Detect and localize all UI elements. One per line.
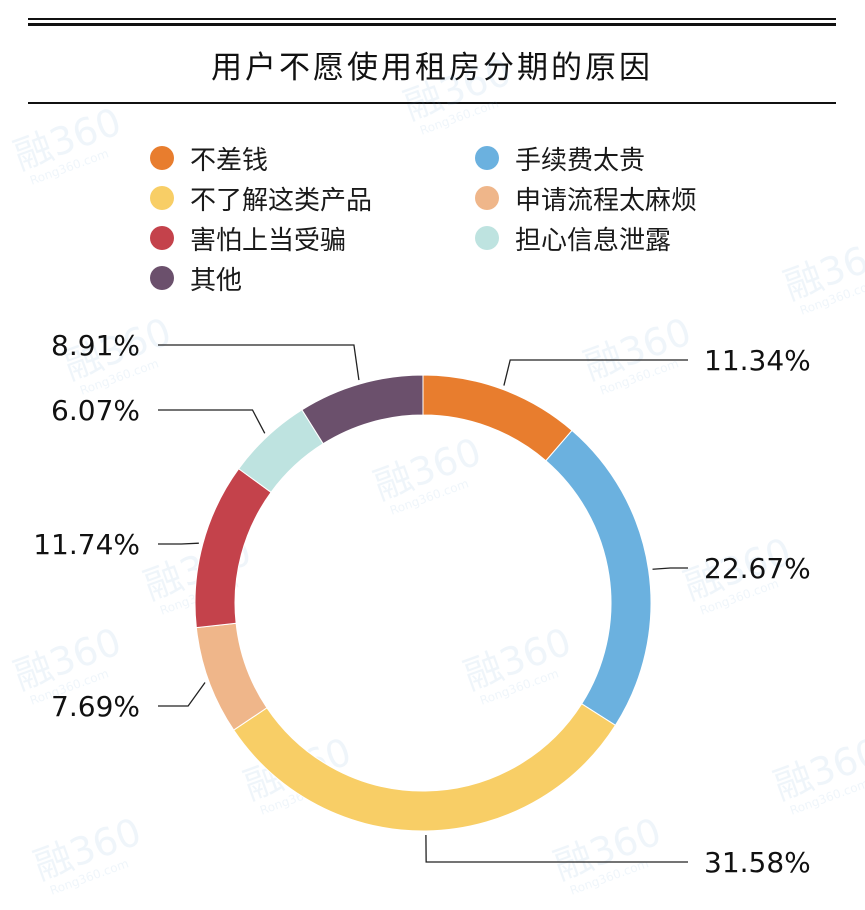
legend-label: 手续费太贵 [515, 145, 646, 176]
donut-slice-5 [194, 468, 272, 629]
legend-swatch [150, 146, 174, 170]
legend-item-6: 担心信息泄露 [475, 218, 671, 258]
donut-slice-3 [233, 703, 617, 832]
data-label-7: 8.91% [51, 329, 140, 362]
data-label-1: 11.34% [704, 344, 811, 377]
title-top-rule-thick [28, 23, 836, 26]
legend-label: 害怕上当受骗 [190, 225, 347, 256]
legend-item-7: 其他 [150, 258, 242, 298]
legend-label: 其他 [190, 265, 243, 296]
legend-swatch [150, 266, 174, 290]
legend-label: 不了解这类产品 [190, 185, 373, 216]
legend-item-4: 申请流程太麻烦 [475, 178, 697, 218]
legend-label: 担心信息泄露 [515, 225, 672, 256]
leader-line-4 [158, 682, 206, 707]
leader-line-3 [425, 834, 688, 863]
legend-label: 申请流程太麻烦 [515, 185, 698, 216]
leader-line-6 [158, 409, 266, 434]
legend-swatch [475, 146, 499, 170]
donut-slice-7 [301, 374, 424, 445]
title-bottom-rule [28, 102, 836, 104]
data-label-3: 31.58% [704, 846, 811, 879]
leader-line-5 [158, 542, 199, 545]
data-label-5: 11.74% [33, 528, 140, 561]
legend-item-5: 害怕上当受骗 [150, 218, 346, 258]
legend-item-2: 手续费太贵 [475, 138, 645, 178]
legend-label: 不差钱 [190, 145, 269, 176]
legend-swatch [150, 226, 174, 250]
legend-swatch [475, 226, 499, 250]
data-label-6: 6.07% [51, 394, 140, 427]
leader-line-7 [158, 344, 360, 381]
leader-line-2 [652, 567, 688, 570]
legend-item-1: 不差钱 [150, 138, 268, 178]
legend-swatch [150, 186, 174, 210]
legend-swatch [475, 186, 499, 210]
chart-title: 用户不愿使用租房分期的原因 [211, 50, 653, 86]
leader-line-1 [503, 359, 688, 386]
donut-slice-2 [545, 429, 652, 726]
title-top-rule-thin [28, 18, 836, 20]
donut-slice-4 [195, 622, 268, 731]
data-label-4: 7.69% [51, 690, 140, 723]
legend-item-3: 不了解这类产品 [150, 178, 372, 218]
data-label-2: 22.67% [704, 552, 811, 585]
